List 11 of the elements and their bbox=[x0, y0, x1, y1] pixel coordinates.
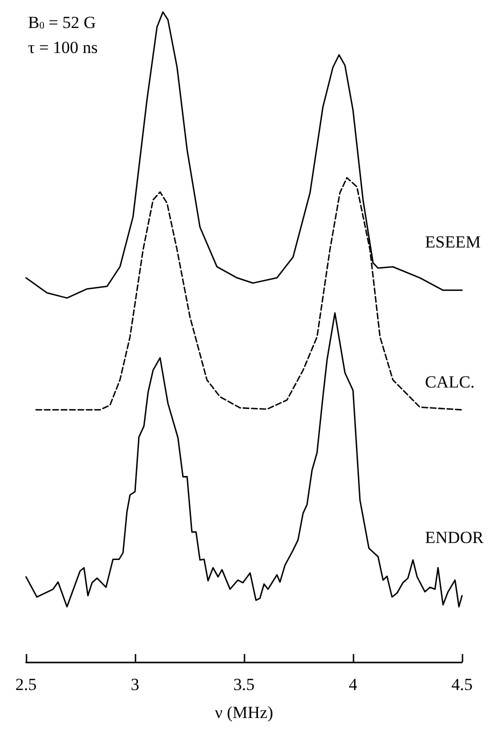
series-label: CALC. bbox=[425, 372, 475, 392]
x-tick-label: 4.5 bbox=[451, 675, 473, 694]
x-tick-label: 3.5 bbox=[233, 675, 255, 694]
x-tick-label: 4 bbox=[348, 675, 358, 694]
x-tick-label: 3 bbox=[130, 675, 140, 694]
annotation: B0 = 52 G bbox=[28, 13, 96, 32]
x-tick-label: 2.5 bbox=[15, 675, 37, 694]
series-label: ESEEM bbox=[425, 232, 481, 252]
series-label: ENDOR bbox=[425, 528, 484, 548]
x-axis-title: ν (MHz) bbox=[214, 703, 274, 722]
annotation: τ = 100 ns bbox=[28, 38, 98, 57]
